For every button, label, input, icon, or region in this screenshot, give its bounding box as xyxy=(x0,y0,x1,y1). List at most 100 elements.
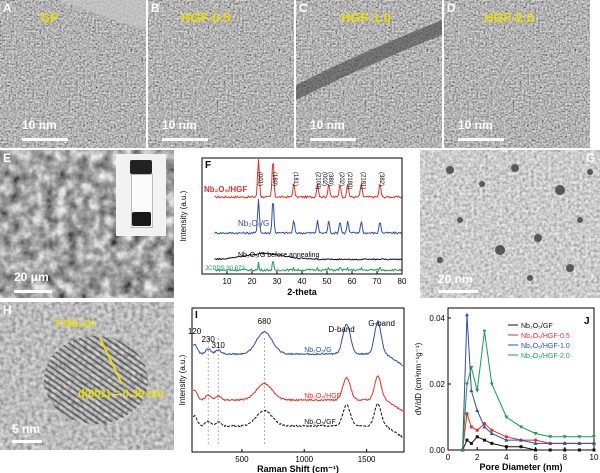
x-tick-label: 30 xyxy=(273,277,282,286)
panel-letter: G xyxy=(586,151,596,165)
scale-bar xyxy=(14,290,52,293)
raman-chart-svg: I 500 1000 1500 Raman Shift (cm⁻¹) Intensity … xyxy=(178,307,405,473)
x-tick-label: 8 xyxy=(563,453,568,462)
scale-bar xyxy=(458,138,504,141)
data-point xyxy=(469,441,473,445)
data-point xyxy=(504,438,509,442)
data-point xyxy=(465,412,469,416)
y-axis-label: dV/dD (cm³nm⁻¹g⁻¹) xyxy=(414,342,423,415)
data-point xyxy=(534,448,538,452)
series-label: Nb₂O₅/HGF xyxy=(304,393,341,400)
vial-sample xyxy=(132,212,151,226)
panel-d-tem: D HGF-2.0 10 nm xyxy=(444,0,590,148)
series-label: Nb₂O₅/G xyxy=(304,347,331,354)
xrd-chart-svg: F 10 20 30 40 50 60 70 80 2-theta Intensity (a.u.)… xyxy=(179,157,407,297)
panel-caption: GF xyxy=(40,10,59,25)
scale-bar-label: 20 nm xyxy=(438,272,473,286)
panel-letter: A xyxy=(3,1,12,15)
series-label: Nb₂O₅/HGF xyxy=(204,185,247,194)
panel-a-tem: A GF 10 nm xyxy=(0,0,146,148)
y-tick-label: 0.02 xyxy=(429,380,445,389)
scale-bar-label: 10 nm xyxy=(458,118,493,132)
peak-label: (002) xyxy=(321,172,327,186)
panel-i-raman-chart: I 500 1000 1500 Raman Shift (cm⁻¹) Intensity … xyxy=(176,302,410,473)
data-point xyxy=(469,388,474,393)
d-spacing-marker xyxy=(99,337,123,385)
tem-texture xyxy=(296,0,442,148)
x-tick-label: 1000 xyxy=(295,455,313,464)
data-point xyxy=(519,425,523,429)
x-tick-label: 40 xyxy=(298,277,307,286)
data-point xyxy=(563,448,567,452)
data-point xyxy=(592,441,596,445)
peak-label: (001) xyxy=(257,172,263,186)
tem-texture xyxy=(148,0,294,148)
x-tick-label: 80 xyxy=(398,277,407,286)
tem-texture xyxy=(444,0,590,148)
data-point xyxy=(464,312,469,317)
data-point xyxy=(475,389,480,393)
data-point xyxy=(469,425,473,429)
series-label: JCPDS 30 873 xyxy=(205,266,245,272)
panel-letter: B xyxy=(151,1,160,15)
scale-bar xyxy=(22,138,68,141)
x-tick-label: 10 xyxy=(223,277,232,286)
series-label: Nb₂O₅/G before annealing xyxy=(238,252,320,259)
data-point xyxy=(482,424,487,429)
data-point xyxy=(519,438,523,442)
pore-chart-svg: J 0 2 4 6 8 10 0.00 0.02 0.04 Pore Diameter (nm) dV… xyxy=(414,307,599,472)
panel-letter: H xyxy=(3,303,12,317)
peak-annotation: 310 xyxy=(212,341,226,350)
panel-caption: HGF-1.0 xyxy=(341,10,391,25)
peak-label: (2181) xyxy=(359,172,365,189)
scale-bar xyxy=(12,440,42,443)
peak-annotation: G-band xyxy=(368,319,395,328)
data-point xyxy=(460,448,465,452)
data-point xyxy=(548,435,553,439)
peak-annotation: 680 xyxy=(258,317,272,326)
peak-label: (2100) xyxy=(315,172,321,189)
series-line-1 xyxy=(462,413,594,451)
scale-bar-label: 20 μm xyxy=(14,270,49,284)
data-point xyxy=(489,431,494,435)
data-point xyxy=(489,382,494,386)
lattice-fringes xyxy=(44,336,148,424)
data-point xyxy=(577,448,581,452)
legend-label: Nb₂O₅/GF xyxy=(521,323,553,330)
data-point xyxy=(533,432,538,436)
legend-label: Nb₂O₅/HGF-0.5 xyxy=(521,333,570,340)
data-point xyxy=(490,441,494,445)
scale-bar-label: 5 nm xyxy=(12,422,41,436)
plot-frame xyxy=(447,307,595,451)
data-point xyxy=(464,382,469,386)
peak-label: (202) xyxy=(338,172,344,186)
data-point xyxy=(592,435,596,439)
peak-label: (380) xyxy=(327,172,333,186)
data-point xyxy=(504,445,508,449)
scale-bar-label: 10 nm xyxy=(22,118,57,132)
series-line-2 xyxy=(214,252,402,261)
panel-e-sem: E 20 μm xyxy=(0,150,174,298)
panel-letter: E xyxy=(3,151,12,165)
x-tick-label: 0 xyxy=(446,453,451,462)
tem-texture xyxy=(0,0,146,148)
data-point xyxy=(562,435,567,439)
data-point xyxy=(490,428,494,432)
legend-label: Nb₂O₅/HGF-2.0 xyxy=(521,353,570,360)
data-point xyxy=(548,448,552,452)
vial-photo-inset xyxy=(116,154,166,236)
series-label: Nb₂O₅/GF xyxy=(304,419,336,426)
data-point xyxy=(465,438,469,442)
x-axis-label: Raman Shift (cm⁻¹) xyxy=(257,464,339,473)
data-point xyxy=(504,415,509,419)
x-tick-label: 70 xyxy=(373,277,382,286)
data-point xyxy=(482,329,487,334)
nanoparticle-dots xyxy=(437,164,593,281)
x-tick-label: 6 xyxy=(533,453,538,462)
y-axis-label: Intensity (a.u.) xyxy=(179,190,188,241)
peak-label: (382) xyxy=(378,172,384,186)
scale-bar xyxy=(438,290,478,293)
panel-j-pore-chart: J 0 2 4 6 8 10 0.00 0.02 0.04 Pore Diameter (nm) dV… xyxy=(412,302,600,473)
y-tick-label: 0.00 xyxy=(429,446,445,455)
data-point xyxy=(548,441,553,445)
